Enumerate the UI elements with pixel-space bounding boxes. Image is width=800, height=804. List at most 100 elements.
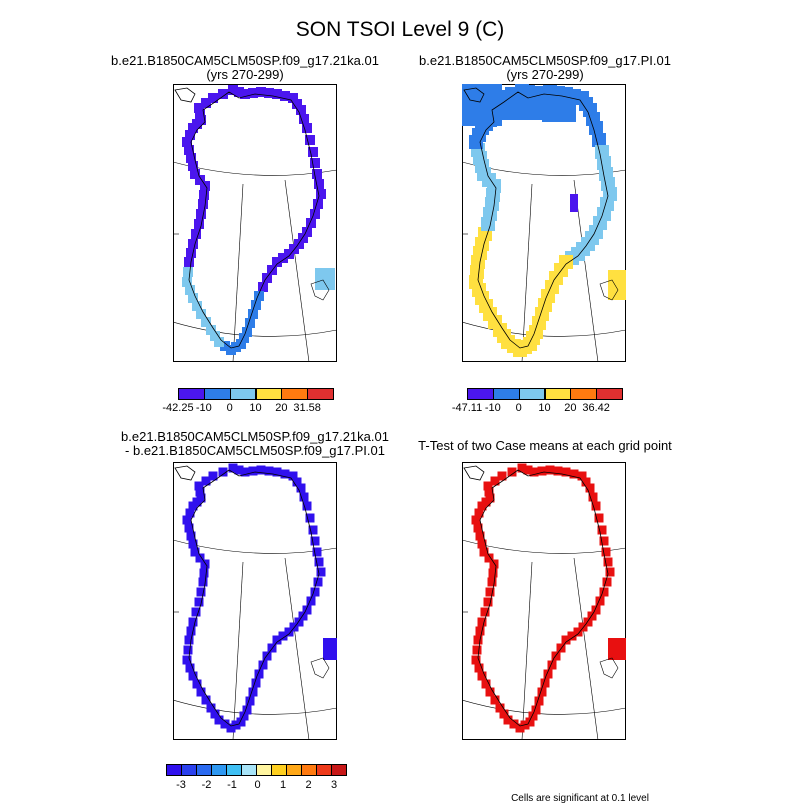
coastline — [174, 465, 196, 481]
grid-cell — [316, 189, 326, 199]
latitude-line — [462, 699, 626, 715]
grid-cell — [531, 705, 541, 715]
panel-title-line: T-Test of two Case means at each grid po… — [418, 438, 672, 453]
colorbar-swatch — [226, 764, 242, 776]
grid-cell — [190, 169, 200, 179]
grid-cell — [194, 219, 204, 229]
grid-cell — [284, 249, 294, 259]
colorbar-swatch — [281, 388, 309, 400]
colorbar-label: -47.11 — [451, 402, 483, 414]
coastline — [599, 279, 619, 301]
coastline — [188, 91, 320, 349]
grid-cell — [298, 611, 308, 621]
map-case2 — [462, 84, 626, 362]
colorbar-label: 3 — [330, 779, 338, 791]
grid-cell — [302, 227, 312, 237]
grid-cell — [310, 587, 320, 597]
grid-cell — [240, 89, 250, 99]
grid-cell — [236, 717, 246, 727]
grid-cell — [183, 645, 193, 655]
grid-cell — [517, 463, 527, 473]
meridian-line — [521, 183, 533, 362]
grid-cell — [591, 605, 601, 615]
grid-cell — [481, 679, 491, 689]
grid-cell — [296, 483, 306, 493]
grid-cell — [537, 466, 547, 476]
grid-cell — [601, 547, 611, 557]
colorbar-swatch — [241, 764, 257, 776]
meridian-line — [284, 557, 310, 740]
grid-cell — [248, 88, 258, 98]
grid-cell — [608, 270, 626, 300]
grid-cell — [507, 467, 517, 477]
grid-cell — [553, 466, 563, 476]
grid-cell — [306, 218, 316, 228]
grid-cell — [196, 687, 206, 697]
grid-cell — [226, 345, 236, 355]
grid-cell — [292, 477, 302, 487]
panel-title-difference: b.e21.B1850CAM5CLM50SP.f09_g17.21ka.01 -… — [95, 430, 415, 458]
grid-cell — [199, 190, 209, 200]
grid-cell — [196, 209, 206, 219]
grid-cell — [242, 327, 252, 337]
colorbar-swatch — [570, 388, 598, 400]
colorbar-label: 0 — [254, 779, 261, 791]
grid-cell — [188, 239, 198, 249]
grid-cell — [201, 317, 211, 327]
grid-cell — [310, 536, 320, 546]
grid-cell — [583, 617, 593, 627]
grid-cell — [292, 99, 302, 109]
grid-cell — [191, 229, 201, 239]
colorbar-label: 0 — [226, 402, 233, 414]
colorbar-swatch — [196, 764, 212, 776]
panel-title-line: - b.e21.B1850CAM5CLM50SP.f09_g17.PI.01 — [125, 443, 385, 458]
grid-cell — [256, 465, 266, 475]
grid-cell — [220, 341, 230, 351]
colorbar-swatch — [467, 388, 494, 400]
grid-cell — [188, 293, 198, 303]
grid-cell — [302, 501, 312, 511]
grid-cell — [198, 199, 208, 209]
grid-cell — [484, 487, 494, 497]
grid-cell — [308, 525, 318, 535]
grid-cell — [258, 660, 268, 670]
grid-cell — [483, 597, 493, 607]
map-frame — [173, 462, 337, 740]
grid-cell — [313, 199, 323, 209]
grid-cell — [248, 309, 258, 319]
grid-cell — [523, 465, 533, 475]
grid-cell — [185, 508, 195, 518]
grid-cell — [477, 539, 487, 549]
colorbar-swatch — [181, 764, 197, 776]
coastline — [477, 469, 609, 727]
grid-cell — [194, 481, 204, 491]
colorbar-swatch — [286, 764, 302, 776]
grid-cell — [475, 626, 485, 636]
grid-cell — [254, 669, 264, 679]
grid-cell — [214, 715, 224, 725]
colorbar-swatch — [596, 388, 623, 400]
grid-cell — [310, 209, 320, 219]
grid-cell — [495, 703, 505, 713]
grid-cell — [234, 87, 244, 97]
colorbar-swatch — [331, 764, 347, 776]
grid-cell — [288, 93, 298, 103]
grid-cell — [218, 89, 228, 99]
grid-cell — [302, 123, 312, 133]
grid-cell — [245, 696, 255, 706]
grid-cell — [547, 660, 557, 670]
grid-cell — [497, 471, 507, 481]
grid-cell — [210, 331, 220, 341]
colorbar-label: 10 — [538, 402, 551, 414]
meridian-line — [284, 179, 310, 362]
grid-cell — [567, 631, 577, 641]
grid-cell — [308, 147, 318, 157]
grid-cell — [289, 622, 299, 632]
colorbar-label: -1 — [227, 779, 237, 791]
colorbar-labels-case1: -42.25 -10 0 10 20 31.58 — [162, 402, 333, 416]
grid-cell — [188, 617, 198, 627]
grid-cell — [201, 476, 211, 486]
grid-cell — [305, 513, 315, 523]
grid-cell — [214, 337, 224, 347]
colorbar-swatch — [307, 388, 334, 400]
